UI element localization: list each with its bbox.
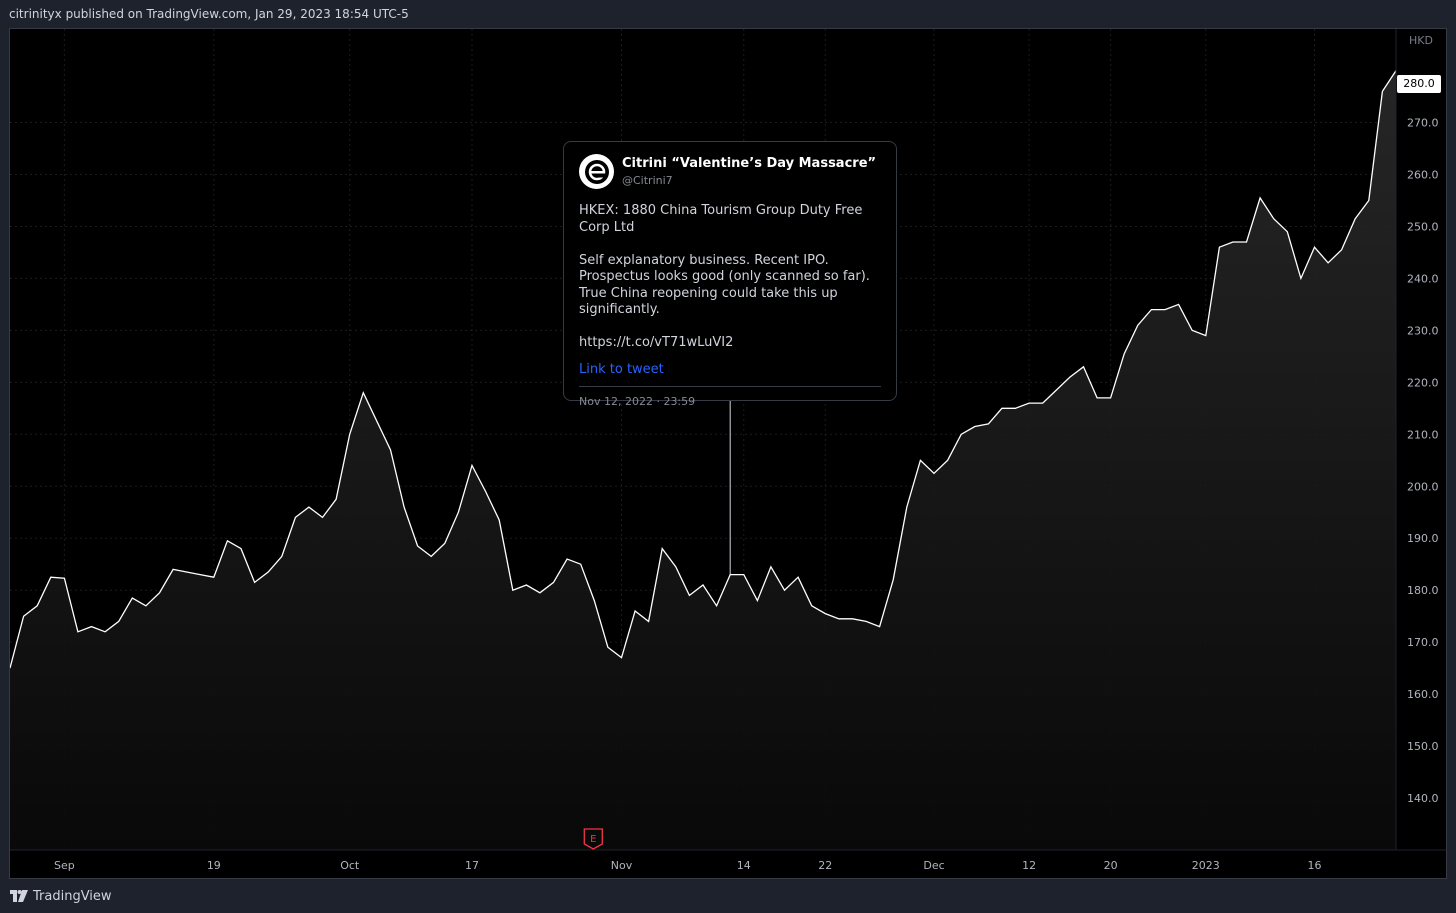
y-tick-label: 160.0 bbox=[1407, 688, 1439, 701]
y-tick-label: 230.0 bbox=[1407, 324, 1439, 337]
y-tick-label: 250.0 bbox=[1407, 220, 1439, 233]
tradingview-brand: TradingView bbox=[33, 888, 112, 904]
x-tick-label: 20 bbox=[1104, 859, 1118, 872]
y-tick-label: 200.0 bbox=[1407, 480, 1439, 493]
y-tick-label: 150.0 bbox=[1407, 740, 1439, 753]
price-chart[interactable]: HKD 140.0 150.0 160.0 170.0 180.0 190.0 200.0 2… bbox=[10, 29, 1446, 878]
price-line bbox=[10, 70, 1397, 669]
published-text: citrinityx published on TradingView.com,… bbox=[9, 7, 409, 21]
x-tick-label: 19 bbox=[207, 859, 221, 872]
y-tick-label: 170.0 bbox=[1407, 636, 1439, 649]
earnings-label: E bbox=[590, 834, 596, 845]
published-header: citrinityx published on TradingView.com,… bbox=[0, 0, 1456, 28]
y-tick-label: 140.0 bbox=[1407, 792, 1439, 805]
x-tick-label: Dec bbox=[923, 859, 944, 872]
tradingview-logo[interactable]: TradingView bbox=[10, 889, 112, 904]
tweet-author-name: Citrini “Valentine’s Day Massacre” bbox=[622, 156, 877, 171]
earnings-badge bbox=[583, 828, 603, 850]
footer-bar: TradingView bbox=[0, 879, 1456, 913]
y-tick-label: 190.0 bbox=[1407, 532, 1439, 545]
x-tick-label: 16 bbox=[1307, 859, 1321, 872]
y-tick-label: 210.0 bbox=[1407, 428, 1439, 441]
y-tick-label: 260.0 bbox=[1407, 168, 1439, 181]
x-tick-label: Oct bbox=[340, 859, 360, 872]
citrini-logo-icon bbox=[584, 159, 609, 184]
y-tick-label: 220.0 bbox=[1407, 376, 1439, 389]
x-tick-label: Sep bbox=[54, 859, 75, 872]
tweet-date: Nov 12, 2022 · 23:59 bbox=[579, 394, 696, 408]
y-tick-label: 180.0 bbox=[1407, 584, 1439, 597]
tweet-card[interactable]: Citrini “Valentine’s Day Massacre” @Citr… bbox=[563, 141, 897, 408]
y-tick-label: 270.0 bbox=[1407, 117, 1439, 130]
x-tick-label: 2023 bbox=[1192, 859, 1220, 872]
price-axis: 140.0 150.0 160.0 170.0 180.0 190.0 200.0 210.0… bbox=[1407, 117, 1439, 806]
tweet-text: HKEX: 1880 China Tourism Group Duty Free… bbox=[579, 203, 870, 350]
tweet-author-handle: @Citrini7 bbox=[622, 174, 673, 187]
avatar bbox=[579, 154, 614, 189]
tweet-header: Citrini “Valentine’s Day Massacre” @Citr… bbox=[579, 154, 881, 189]
tweet-divider bbox=[579, 385, 881, 387]
currency-label: HKD bbox=[1409, 34, 1433, 47]
earnings-marker[interactable]: E bbox=[583, 828, 603, 850]
x-tick-label: 12 bbox=[1022, 859, 1036, 872]
x-tick-label: Nov bbox=[611, 859, 633, 872]
tradingview-logo-icon bbox=[10, 890, 28, 902]
link-to-tweet[interactable]: Link to tweet bbox=[579, 361, 664, 377]
price-area bbox=[10, 70, 1396, 851]
x-tick-label: 22 bbox=[818, 859, 832, 872]
x-tick-label: 14 bbox=[737, 859, 751, 872]
x-tick-label: 17 bbox=[465, 859, 479, 872]
last-price-tag: 280.0 bbox=[1397, 75, 1441, 93]
time-axis: Sep 19 Oct 17 Nov 14 22 Dec 12 20 2023 16 bbox=[54, 859, 1321, 872]
y-tick-label: 240.0 bbox=[1407, 272, 1439, 285]
